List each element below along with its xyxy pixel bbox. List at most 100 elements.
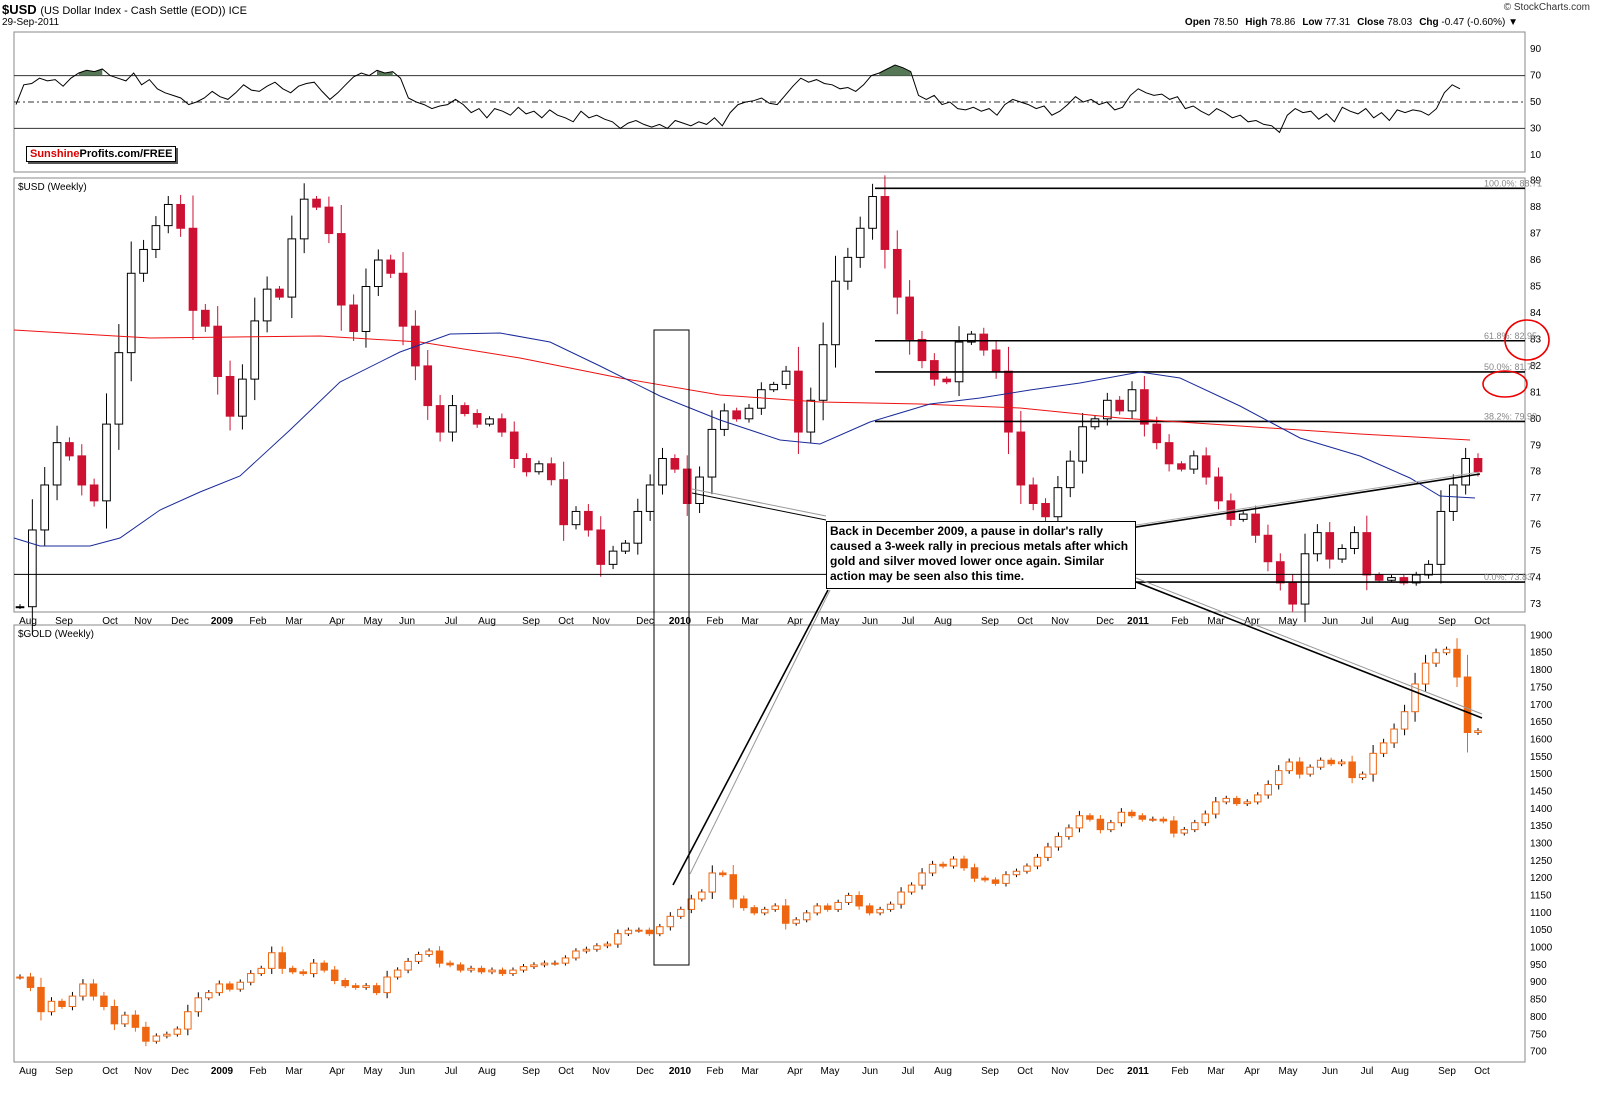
gold-x-axis-label: Oct bbox=[558, 1066, 574, 1077]
gold-candle bbox=[1012, 870, 1021, 876]
gold-tick-label: 950 bbox=[1530, 960, 1547, 971]
gold-candle bbox=[1295, 761, 1304, 775]
usd-tick-label: 75 bbox=[1530, 546, 1542, 557]
usd-candle bbox=[1461, 458, 1470, 486]
dec-2009-highlight-box bbox=[653, 329, 690, 966]
gold-candle bbox=[1232, 797, 1241, 805]
usd-candle bbox=[1238, 513, 1248, 520]
usd-candle bbox=[1053, 487, 1063, 518]
gold-tick-label: 800 bbox=[1530, 1012, 1547, 1023]
usd-candle bbox=[460, 405, 470, 415]
usd-candle bbox=[757, 389, 766, 409]
usd-candle bbox=[1263, 534, 1273, 563]
gold-candle bbox=[1002, 874, 1010, 884]
gold-candle bbox=[1432, 652, 1440, 664]
gold-candle bbox=[656, 926, 664, 935]
usd-candle bbox=[1214, 476, 1223, 502]
gold-candle bbox=[876, 908, 884, 914]
gold-candle bbox=[939, 863, 947, 867]
gold-candle bbox=[551, 962, 559, 965]
gold-candle bbox=[1400, 711, 1409, 730]
gold-candle bbox=[1033, 856, 1042, 867]
usd-candle bbox=[979, 333, 989, 351]
gold-candle bbox=[666, 915, 675, 928]
usd-candle bbox=[892, 248, 902, 298]
gold-x-axis-label: Feb bbox=[249, 1066, 267, 1077]
gold-candle bbox=[267, 952, 276, 969]
gold-x-axis-label: Oct bbox=[1474, 1066, 1490, 1077]
usd-candle bbox=[1065, 460, 1075, 489]
gold-x-axis-label: Dec bbox=[171, 1066, 189, 1077]
usd-candle bbox=[361, 286, 371, 332]
usd-candle bbox=[435, 405, 445, 433]
annotation-box: Back in December 2009, a pause in dollar… bbox=[826, 521, 1136, 589]
gold-x-axis-label: Nov bbox=[592, 1066, 610, 1077]
gold-candle bbox=[687, 898, 696, 910]
ohlc-label-close: Close bbox=[1357, 17, 1388, 28]
usd-x-axis-label: Aug bbox=[19, 616, 37, 627]
gold-candle bbox=[37, 986, 45, 1013]
rsi-line bbox=[15, 64, 1461, 134]
usd-candle bbox=[349, 304, 358, 332]
gold-candle bbox=[834, 901, 842, 910]
usd-x-axis-label: Aug bbox=[934, 616, 952, 627]
usd-candle bbox=[1436, 510, 1446, 565]
usd-x-axis-label: Apr bbox=[1244, 616, 1260, 627]
usd-x-axis-label: Jul bbox=[445, 616, 458, 627]
gold-x-axis-label: May bbox=[821, 1066, 840, 1077]
gold-candle bbox=[1369, 752, 1377, 775]
gold-candle bbox=[299, 971, 307, 975]
usd-x-axis-label: Feb bbox=[249, 616, 267, 627]
gold-candle bbox=[897, 891, 905, 905]
usd-x-axis-label: Oct bbox=[1017, 616, 1033, 627]
gold-x-axis-label: Sep bbox=[55, 1066, 73, 1077]
usd-candle bbox=[682, 468, 692, 505]
sunshine-profits-badge[interactable]: SunshineProfits.com/FREE bbox=[26, 146, 177, 162]
gold-candle bbox=[1222, 797, 1231, 803]
gold-candle bbox=[205, 992, 213, 999]
callout-line bbox=[672, 589, 829, 886]
gold-candle bbox=[802, 912, 811, 921]
gold-candle bbox=[477, 967, 486, 973]
usd-candle bbox=[769, 383, 779, 391]
gold-candle bbox=[425, 950, 433, 955]
usd-candle bbox=[967, 333, 976, 343]
gold-x-axis-label: Mar bbox=[285, 1066, 303, 1077]
gold-x-axis-label: May bbox=[1279, 1066, 1298, 1077]
usd-candle bbox=[522, 458, 531, 473]
usd-candle bbox=[1424, 563, 1433, 576]
gold-tick-label: 1000 bbox=[1530, 943, 1553, 954]
usd-candle bbox=[1140, 389, 1149, 425]
gold-candle bbox=[907, 884, 916, 893]
callout-line bbox=[691, 492, 827, 521]
usd-candle bbox=[1028, 484, 1038, 505]
usd-candle bbox=[40, 484, 50, 531]
gold-candle bbox=[456, 964, 465, 971]
gold-candle bbox=[1264, 784, 1272, 796]
usd-candle bbox=[423, 365, 433, 407]
gold-tick-label: 1150 bbox=[1530, 891, 1552, 902]
gold-x-axis-label: 2009 bbox=[211, 1066, 234, 1077]
gold-candle bbox=[194, 997, 203, 1013]
usd-tick-label: 81 bbox=[1530, 387, 1542, 398]
usd-x-axis-label: May bbox=[821, 616, 840, 627]
usd-trendline bbox=[1129, 473, 1481, 529]
usd-x-axis-label: Mar bbox=[1207, 616, 1225, 627]
usd-tick-label: 78 bbox=[1530, 467, 1542, 478]
usd-x-axis-label: Nov bbox=[592, 616, 610, 627]
gold-candle bbox=[1170, 820, 1178, 834]
usd-x-axis-label: Sep bbox=[522, 616, 540, 627]
gold-candle bbox=[1274, 770, 1283, 786]
badge-part1: Sunshine bbox=[30, 148, 80, 160]
gold-candle bbox=[1411, 683, 1419, 713]
usd-x-axis-label: Feb bbox=[706, 616, 724, 627]
rsi-overbought-fill bbox=[78, 69, 103, 76]
usd-candle bbox=[633, 510, 643, 544]
usd-candle bbox=[621, 542, 630, 552]
gold-candle bbox=[435, 950, 444, 964]
gold-candle bbox=[414, 953, 423, 962]
gold-candle bbox=[677, 908, 685, 917]
gold-candle bbox=[760, 908, 769, 914]
gold-candle bbox=[918, 872, 926, 886]
usd-candle bbox=[201, 309, 210, 327]
